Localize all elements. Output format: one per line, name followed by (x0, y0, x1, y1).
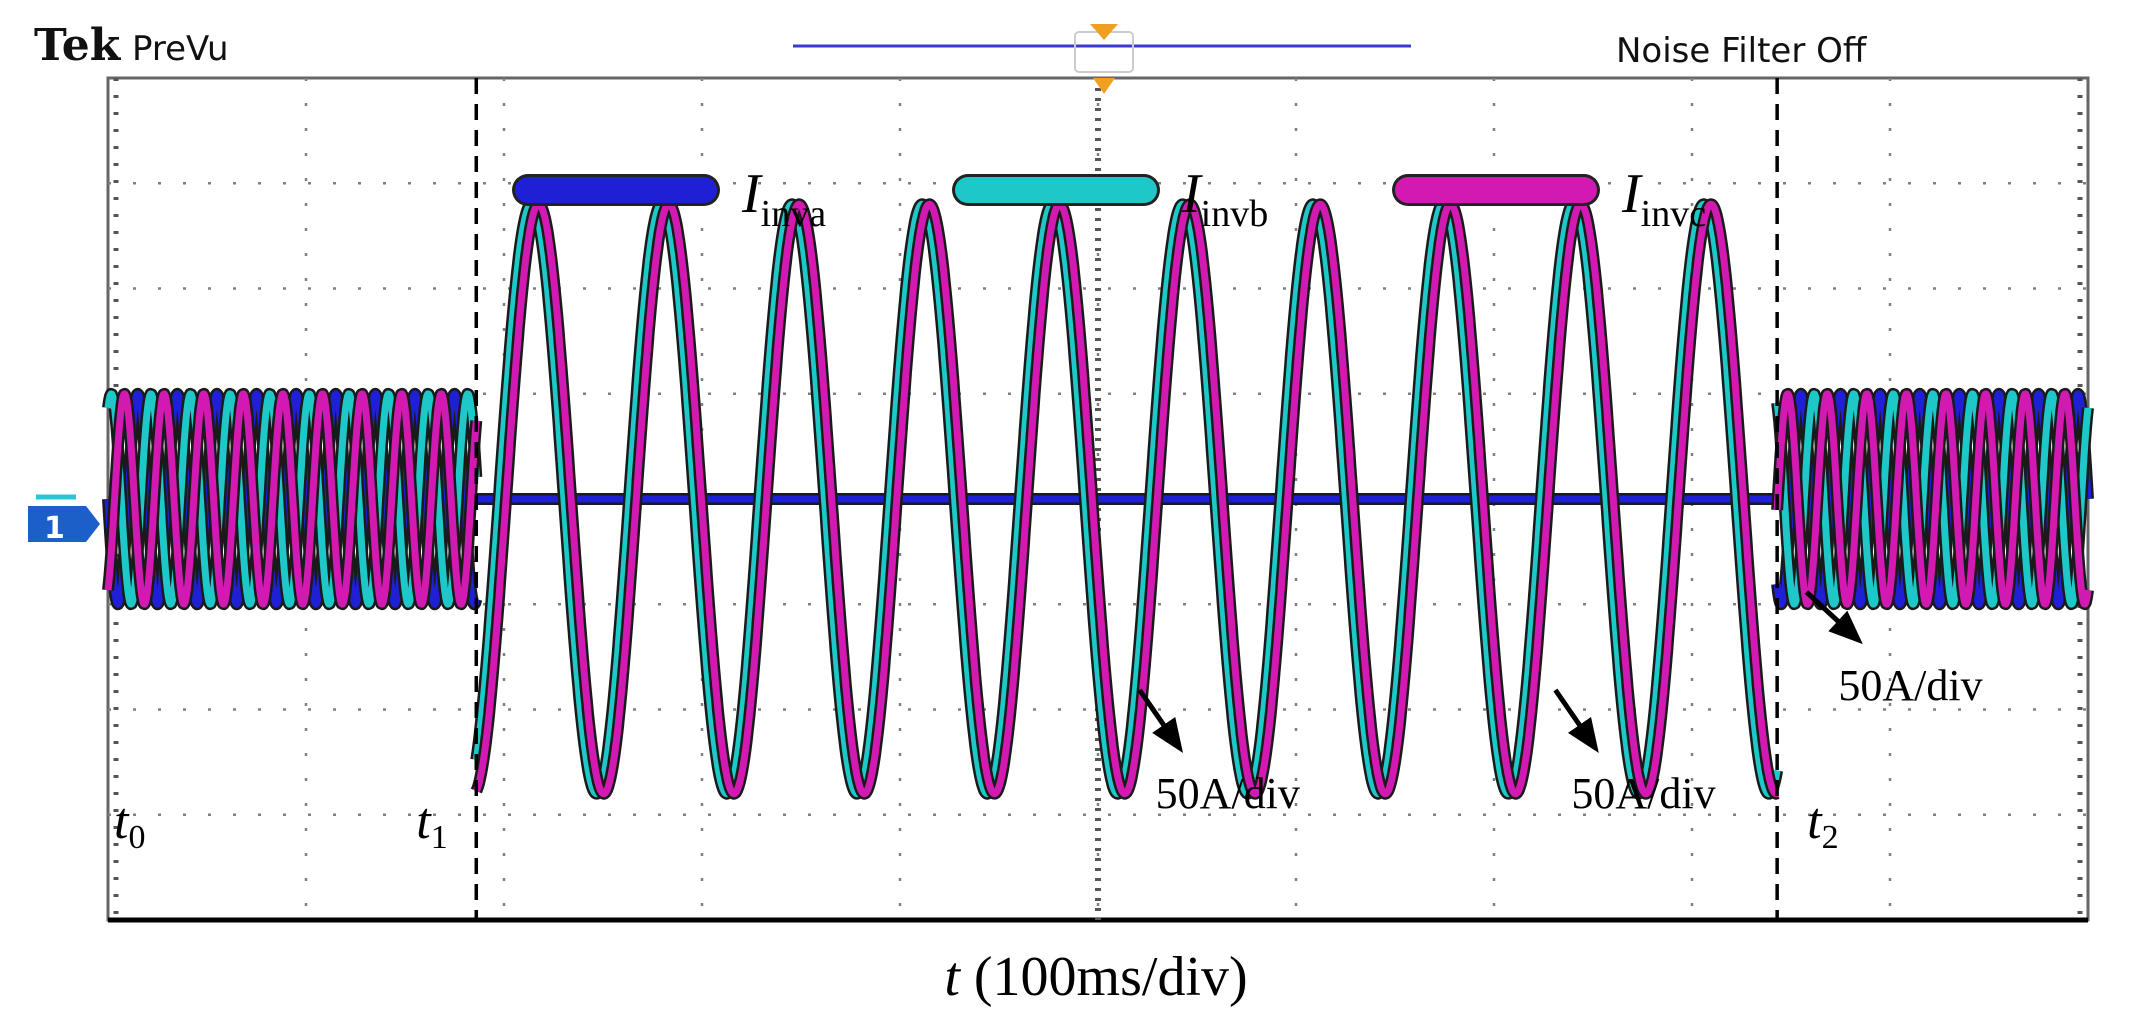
x-axis-label: t (100ms/div) (944, 946, 1247, 1008)
annotation-arrow-head (1567, 717, 1599, 753)
trace-Iinvc (1773, 390, 2092, 608)
trigger-marker-icon (1093, 78, 1115, 94)
x-axis-unit: (100ms/div) (960, 946, 1248, 1008)
channel-number: 1 (44, 511, 65, 546)
scale-annotation: 50A/div (1804, 590, 1983, 710)
scale-annotation: 50A/div (1137, 688, 1300, 818)
legend-label: Iinva (741, 163, 826, 235)
event-label-t1: t1 (416, 793, 447, 856)
brand-logo: Tek (34, 20, 122, 71)
legend-item-Iinvc: Iinvc (1392, 163, 1706, 235)
annotation-label: 50A/div (1838, 661, 1982, 710)
event-label-t2: t2 (1807, 793, 1838, 856)
legend-item-Iinva: Iinva (512, 163, 826, 235)
event-markers: t0 t1 t2 (114, 78, 1839, 920)
trace-Iinvb (472, 200, 1781, 798)
event-label-t0: t0 (114, 793, 145, 856)
trigger-position-icon (1090, 24, 1118, 40)
legend-label: Iinvb (1181, 163, 1268, 235)
annotation-arrow-head (1828, 610, 1863, 645)
annotation-label: 50A/div (1156, 769, 1300, 818)
current-traces (102, 198, 2094, 800)
x-axis-variable: t (944, 946, 961, 1008)
series-Iinvc (102, 198, 2094, 800)
annotation-arrow-head (1152, 717, 1184, 753)
noise-filter-status: Noise Filter Off (1616, 31, 1868, 71)
legend-item-Iinvb: Iinvb (952, 163, 1268, 235)
legend: Iinva Iinvb Iinvc (512, 163, 1706, 235)
legend-label: Iinvc (1621, 163, 1706, 235)
scale-annotation: 50A/div (1553, 688, 1716, 818)
scale-annotations: 50A/div 50A/div 50A/div (1137, 590, 1983, 818)
annotation-label: 50A/div (1571, 769, 1715, 818)
mode-label: PreVu (132, 29, 229, 69)
trace-Iinvc (104, 390, 480, 608)
channel-1-marker[interactable]: 1 (28, 494, 100, 546)
trace-Iinvc (473, 200, 1780, 798)
status-bar: Tek PreVu Noise Filter Off (0, 0, 2136, 74)
